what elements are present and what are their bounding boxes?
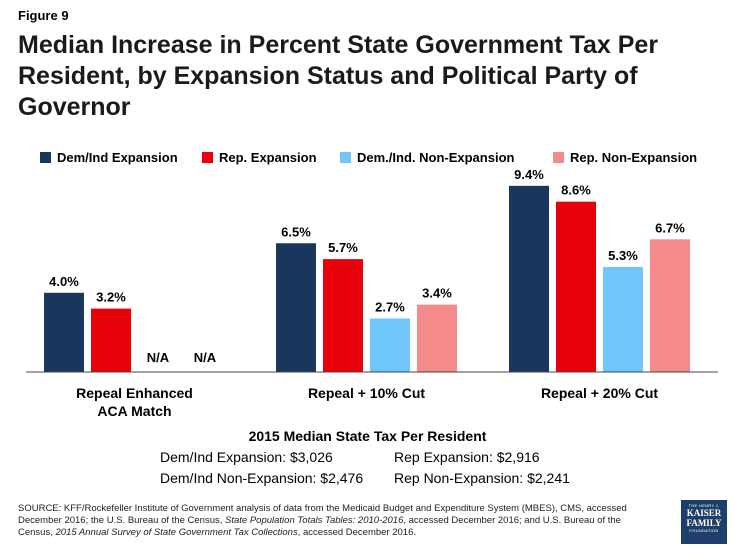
bar xyxy=(556,201,596,372)
legend: Dem/Ind Expansion Rep. Expansion Dem./In… xyxy=(40,150,730,166)
data-label: N/A xyxy=(194,350,217,365)
bar xyxy=(44,292,84,372)
source-italic: State Population Totals Tables: 2010-201… xyxy=(225,515,404,526)
footer-cell: Dem/Ind Non-Expansion: $2,476 xyxy=(160,470,364,486)
chart-title: Median Increase in Percent State Governm… xyxy=(18,31,659,121)
bar xyxy=(650,239,690,372)
bar xyxy=(370,318,410,372)
bar xyxy=(417,304,457,372)
legend-label: Dem./Ind. Non-Expansion xyxy=(357,150,515,165)
source-note: SOURCE: KFF/Rockefeller Institute of Gov… xyxy=(18,503,658,539)
legend-swatch xyxy=(553,152,564,163)
source-text: , accessed December 2016; and U.S. Burea… xyxy=(18,515,621,538)
data-label: 8.6% xyxy=(561,183,591,198)
legend-swatch xyxy=(340,152,351,163)
footer-cell: Dem/Ind Expansion: $3,026 xyxy=(160,449,333,465)
category-label: Repeal + 10% Cut xyxy=(308,385,425,401)
data-label: 3.2% xyxy=(96,290,126,305)
legend-label: Dem/Ind Expansion xyxy=(57,150,178,165)
bar xyxy=(276,243,316,372)
logo-text: KAISER xyxy=(686,508,722,518)
legend-swatch xyxy=(40,152,51,163)
legend-item-rep-non-expansion: Rep. Non-Expansion xyxy=(553,150,697,165)
category-label: Repeal Enhanced ACA Match xyxy=(76,385,193,419)
data-label: 3.4% xyxy=(422,286,452,301)
logo-text: FAMILY xyxy=(686,518,722,528)
figure-label: Figure 9 xyxy=(18,8,69,23)
data-label: 6.5% xyxy=(281,224,311,239)
legend-item-dem-ind-expansion: Dem/Ind Expansion xyxy=(40,150,178,165)
footer-cell: Rep Expansion: $2,916 xyxy=(394,449,540,465)
legend-item-dem-ind-non-expansion: Dem./Ind. Non-Expansion xyxy=(340,150,514,165)
data-label: 5.7% xyxy=(328,240,358,255)
source-italic: 2015 Annual Survey of State Government T… xyxy=(55,527,298,538)
data-label: 2.7% xyxy=(375,300,405,315)
data-label: N/A xyxy=(147,350,170,365)
kff-logo: THE HENRY J. KAISER FAMILY FOUNDATION xyxy=(681,500,727,544)
bar xyxy=(91,308,131,372)
bar-chart: 4.0% 3.2% N/A N/A Repeal Enhanced ACA Match 6.… xyxy=(26,170,718,419)
bar xyxy=(323,259,363,372)
legend-swatch xyxy=(202,152,213,163)
logo-text: FOUNDATION xyxy=(689,528,719,533)
bar xyxy=(603,267,643,372)
data-label: 4.0% xyxy=(49,274,79,289)
source-text: , accessed December 2016. xyxy=(297,527,417,538)
data-label: 5.3% xyxy=(608,248,638,263)
bar xyxy=(509,185,549,372)
source-text: SOURCE: KFF/Rockefeller Institute of Gov… xyxy=(18,503,627,526)
footer-title: 2015 Median State Tax Per Resident xyxy=(248,428,487,444)
legend-label: Rep. Expansion xyxy=(219,150,317,165)
footer-cell: Rep Non-Expansion: $2,241 xyxy=(394,470,570,486)
data-label: 9.4% xyxy=(514,170,544,182)
category-label: Repeal + 20% Cut xyxy=(541,385,658,401)
logo-text: THE HENRY J. xyxy=(688,503,720,508)
legend-item-rep-expansion: Rep. Expansion xyxy=(202,150,317,165)
legend-label: Rep. Non-Expansion xyxy=(570,150,698,165)
data-label: 6.7% xyxy=(655,220,685,235)
